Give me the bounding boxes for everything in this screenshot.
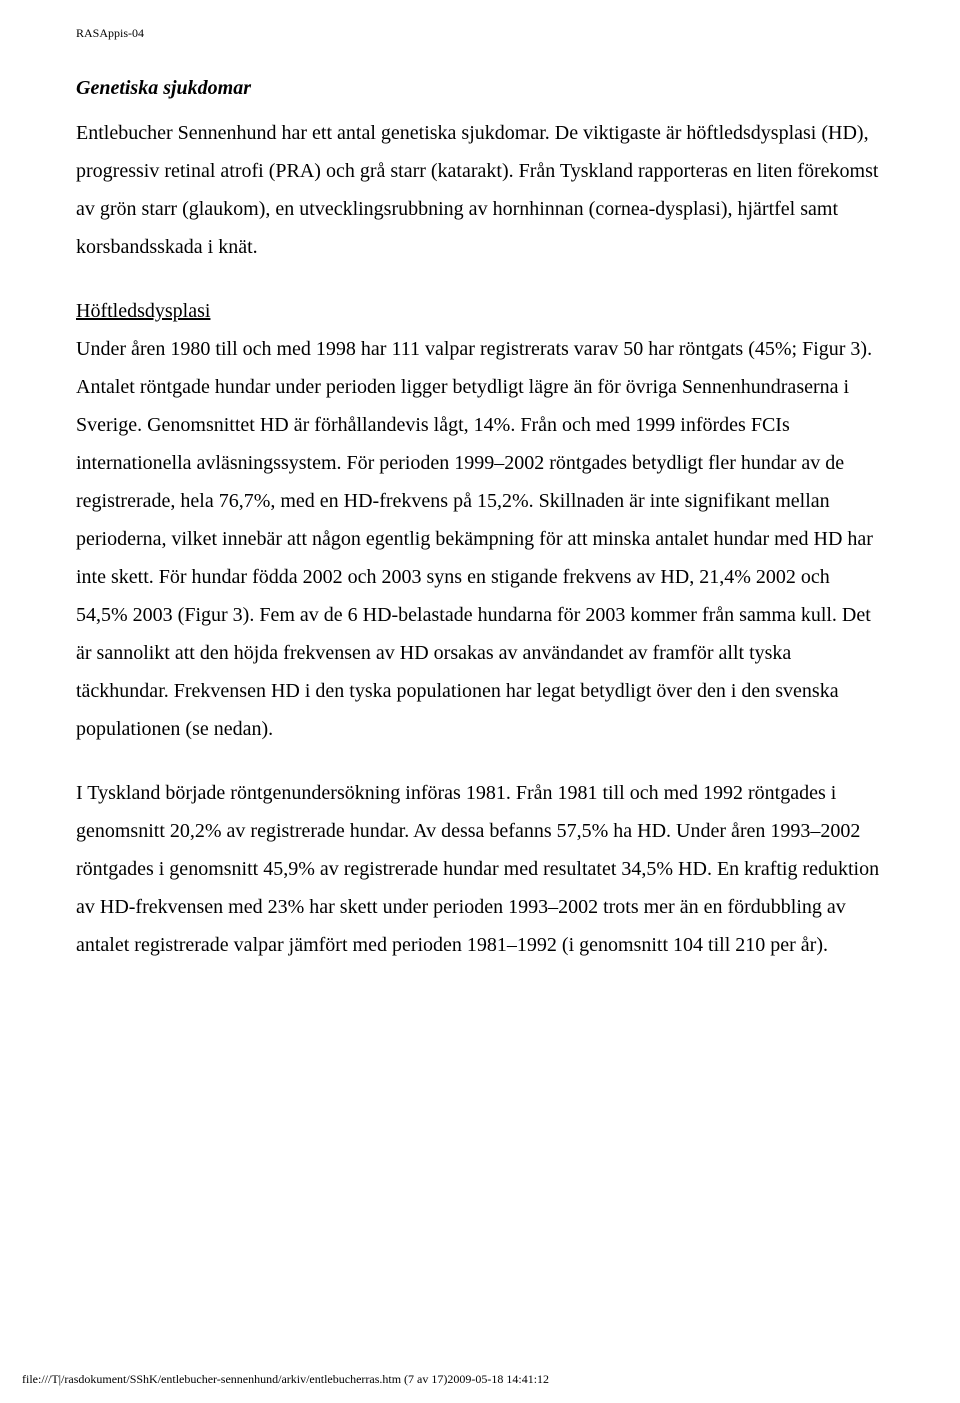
germany-paragraph: I Tyskland började röntgenundersökning i… [76, 774, 884, 964]
document-header: RASAppis-04 [76, 26, 884, 41]
doc-id: RASAppis-04 [76, 26, 144, 40]
section-title: Genetiska sjukdomar [76, 77, 884, 100]
intro-paragraph: Entlebucher Sennenhund har ett antal gen… [76, 114, 884, 266]
subsection: Höftledsdysplasi Under åren 1980 till oc… [76, 292, 884, 748]
subsection-body: Under åren 1980 till och med 1998 har 11… [76, 330, 884, 748]
footer-path: file:///T|/rasdokument/SShK/entlebucher-… [22, 1372, 549, 1387]
subsection-title: Höftledsdysplasi [76, 292, 884, 330]
